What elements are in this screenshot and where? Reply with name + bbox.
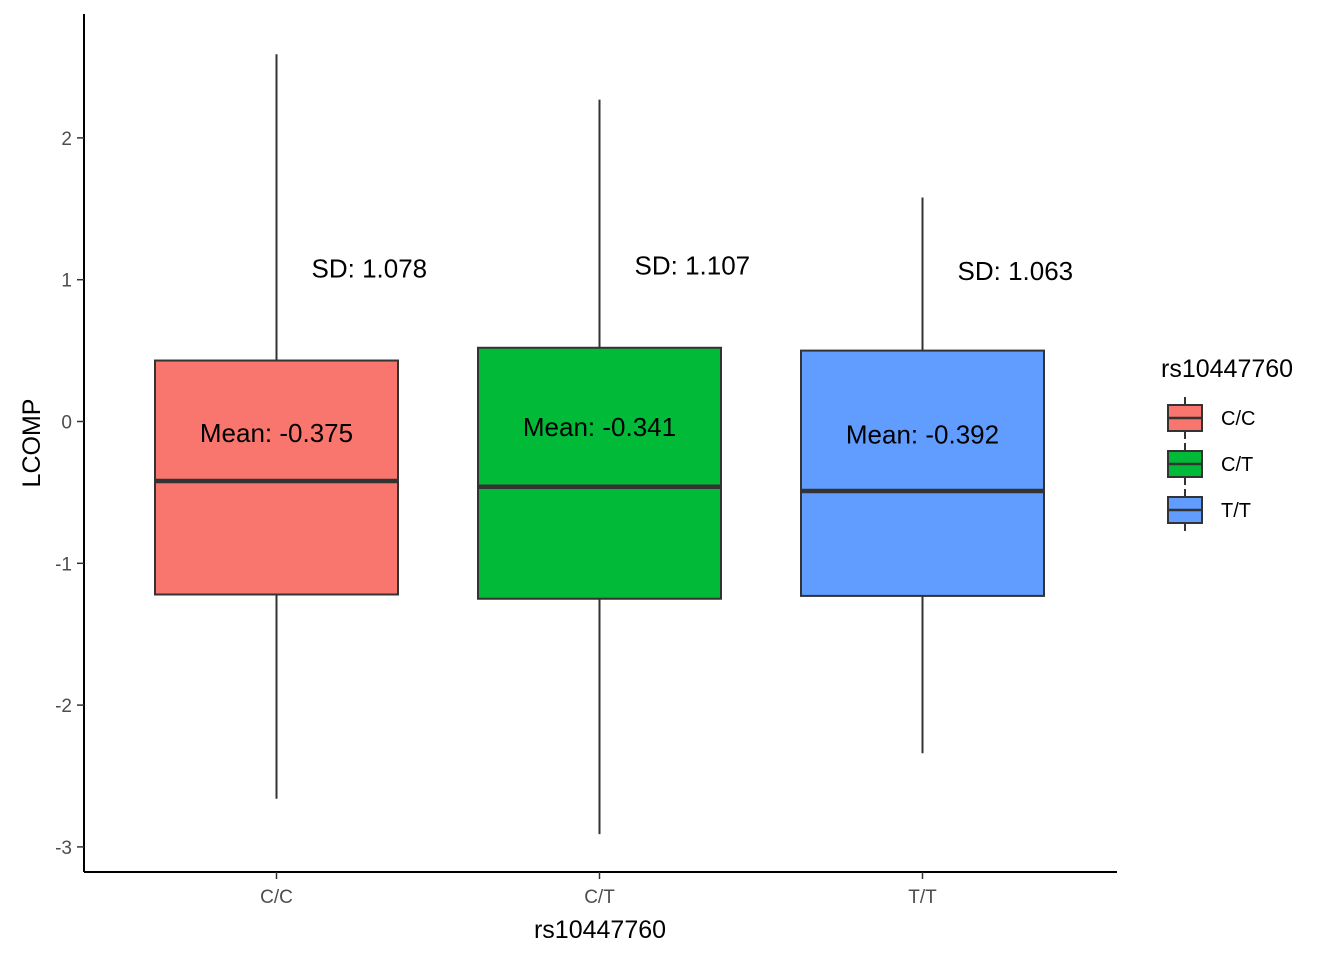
legend: rs10447760 C/C C/T T/T xyxy=(1161,355,1293,531)
plot-area: Mean: -0.375 SD: 1.078 Mean: -0.341 SD: 1.1… xyxy=(154,54,1074,835)
y-tick-label: -2 xyxy=(55,696,72,717)
x-tick-label: C/C xyxy=(260,887,293,908)
sd-label: SD: 1.063 xyxy=(958,256,1074,286)
y-axis-title: LCOMP xyxy=(18,399,46,488)
sd-label: SD: 1.078 xyxy=(312,253,428,283)
mean-label: Mean: -0.392 xyxy=(846,419,999,449)
legend-key-ct: C/T xyxy=(1167,443,1253,485)
box-iqr xyxy=(154,359,399,596)
box-iqr xyxy=(800,349,1045,597)
legend-label: T/T xyxy=(1221,500,1251,522)
mean-label: Mean: -0.341 xyxy=(523,412,676,442)
y-tick-label: 0 xyxy=(61,413,72,434)
y-tick-label: -1 xyxy=(55,554,72,575)
legend-title: rs10447760 xyxy=(1161,355,1293,383)
box-group-ct: Mean: -0.341 SD: 1.107 xyxy=(477,99,751,835)
x-tick-label: C/T xyxy=(584,887,615,908)
box-group-tt: Mean: -0.392 SD: 1.063 xyxy=(800,197,1074,754)
legend-key-tt: T/T xyxy=(1167,489,1251,531)
y-tick-label: 1 xyxy=(61,271,72,292)
x-tick-label: T/T xyxy=(908,887,937,908)
legend-label: C/T xyxy=(1221,454,1253,476)
axes: -3 -2 -1 0 1 2 C/C C/T T/T xyxy=(55,14,1117,908)
x-axis-title: rs10447760 xyxy=(534,916,666,944)
mean-label: Mean: -0.375 xyxy=(200,418,353,448)
y-tick-label: -3 xyxy=(55,838,72,859)
legend-label: C/C xyxy=(1221,408,1255,430)
box-iqr xyxy=(477,346,722,600)
sd-label: SD: 1.107 xyxy=(635,251,751,281)
y-tick-label: 2 xyxy=(61,129,72,150)
legend-key-cc: C/C xyxy=(1167,397,1255,439)
box-group-cc: Mean: -0.375 SD: 1.078 xyxy=(154,54,428,799)
